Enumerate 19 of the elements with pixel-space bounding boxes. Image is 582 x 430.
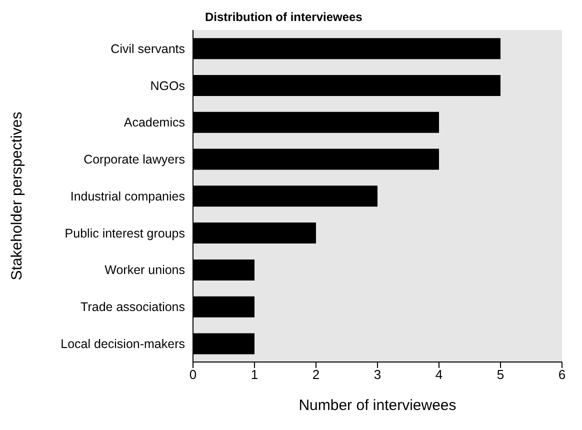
y-tick-label: NGOs [150, 78, 185, 93]
x-tick-label: 0 [189, 367, 197, 382]
x-tick-label: 5 [496, 367, 504, 382]
x-tick-label: 1 [250, 367, 258, 382]
x-tick-label: 6 [558, 367, 566, 382]
y-axis-title: Stakeholder perspectives [8, 112, 26, 280]
y-tick-label: Corporate lawyers [84, 152, 185, 167]
y-tick-label: Local decision-makers [60, 336, 185, 351]
y-tick-label: Public interest groups [64, 226, 185, 240]
y-tick-label: Trade associations [80, 300, 185, 314]
y-tick-label: Worker unions [104, 263, 185, 278]
x-tick-label: 4 [435, 367, 443, 382]
x-tick-label: 3 [374, 367, 382, 382]
y-tick-label: Industrial companies [70, 189, 185, 204]
y-tick-label: Academics [124, 116, 185, 130]
x-axis-title: Number of interviewees [298, 397, 456, 414]
x-tick-label: 2 [312, 367, 320, 382]
chart-title: Distribution of interviewees [205, 10, 362, 24]
y-tick-label: Civil servants [110, 42, 185, 56]
